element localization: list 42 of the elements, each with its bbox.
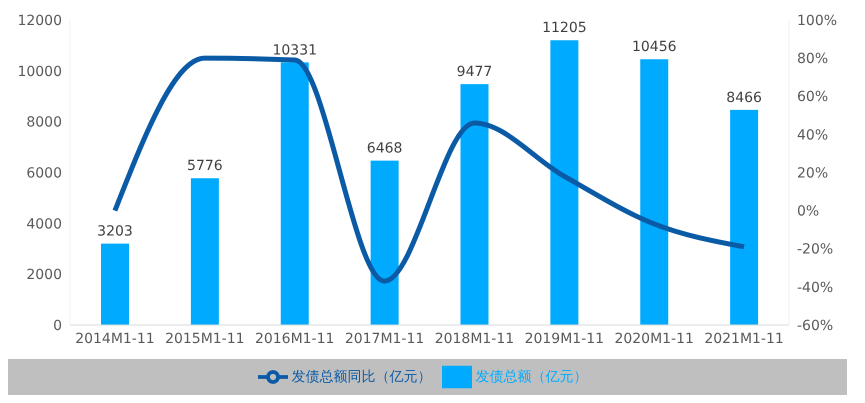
bar (550, 40, 578, 325)
y-tick-label: 4000 (26, 216, 62, 232)
bar (280, 62, 309, 325)
bar (640, 59, 668, 325)
bar (190, 178, 219, 325)
x-tick-label: 2016M1-11 (254, 330, 334, 347)
data-label: 10456 (632, 39, 677, 56)
data-label: 9477 (456, 64, 492, 80)
bar (460, 84, 488, 325)
y2-tick-label: 100% (797, 12, 838, 29)
legend-label: 发债总额同比（亿元） (292, 368, 432, 385)
y-tick-label: 12000 (17, 12, 62, 29)
x-tick-label: 2014M1-11 (75, 330, 155, 347)
y2-tick-label: 40% (797, 127, 828, 144)
y-tick-label: 10000 (17, 64, 62, 80)
x-tick-label: 2018M1-11 (434, 330, 514, 347)
y2-tick-label: 80% (797, 51, 828, 68)
x-tick-label: 2020M1-11 (614, 330, 694, 347)
data-label: 11205 (542, 20, 587, 36)
x-tick-label: 2015M1-11 (165, 330, 245, 347)
y2-tick-label: -60% (797, 318, 834, 334)
data-label: 10331 (272, 42, 318, 58)
bar (730, 110, 758, 325)
y2-tick-label: 0% (797, 204, 820, 220)
y-tick-label: 8000 (26, 114, 62, 131)
x-tick-label: 2017M1-11 (344, 330, 424, 347)
bar (101, 244, 129, 325)
y2-tick-label: -20% (797, 242, 834, 258)
data-label: 6468 (366, 140, 402, 157)
legend-label: 发债总额（亿元） (476, 368, 588, 385)
y-tick-label: 0 (53, 318, 62, 334)
y-tick-label: 2000 (26, 267, 62, 284)
data-label: 8466 (726, 90, 762, 106)
data-label: 3203 (97, 224, 133, 240)
y2-tick-label: 20% (797, 165, 828, 182)
data-label: 5776 (187, 158, 223, 174)
x-tick-label: 2019M1-11 (524, 330, 604, 347)
y2-tick-label: 60% (797, 89, 828, 106)
bar (370, 160, 399, 325)
y2-tick-label: -40% (797, 280, 834, 296)
x-tick-label: 2021M1-11 (704, 330, 784, 347)
y-tick-label: 6000 (26, 165, 62, 182)
